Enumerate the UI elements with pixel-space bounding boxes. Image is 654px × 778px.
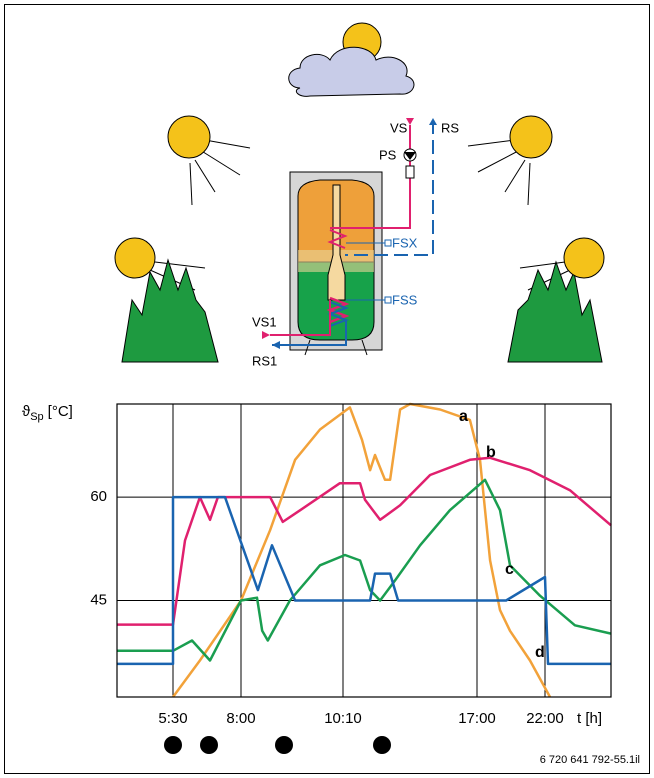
x-tick-label: 10:10 (324, 710, 362, 727)
x-tick-label: 8:00 (226, 710, 255, 727)
y-symbol: ϑ (22, 403, 31, 420)
x-axis-label: t [h] (577, 710, 602, 727)
storage-tank (289, 171, 383, 356)
x-tick-label: 17:00 (458, 710, 496, 727)
series-line (117, 478, 612, 662)
mountain-right (507, 237, 605, 363)
label-ps: PS (379, 147, 397, 162)
sun-left-top (167, 115, 251, 206)
series-label: b (486, 444, 496, 461)
event-dots (164, 736, 391, 754)
label-fsx: FSX (392, 235, 418, 250)
series-label: d (535, 644, 545, 661)
plot: 45 60 5:30 8:00 10:10 17:00 22:00 t [h] a b c d (90, 402, 612, 727)
plot-border (116, 403, 612, 698)
x-tick-label: 5:30 (158, 710, 187, 727)
series-line (117, 456, 612, 626)
series-line (117, 495, 611, 666)
pump (262, 118, 437, 349)
label-vs1: VS1 (252, 314, 277, 329)
y-unit: [°C] (48, 403, 73, 420)
y-subscript: Sp (30, 411, 43, 423)
label-rs: RS (441, 120, 459, 135)
figure-code: 6 720 641 792-55.1il (540, 754, 640, 766)
label-vs: VS (390, 120, 408, 135)
frame (4, 4, 650, 774)
y-axis-label: ϑSp [°C] (22, 403, 73, 423)
label-fss: FSS (392, 292, 418, 307)
series-label: a (459, 408, 468, 425)
x-tick-label: 22:00 (526, 710, 564, 727)
y-tick-label: 45 (90, 591, 107, 608)
label-rs1: RS1 (252, 353, 277, 368)
series-line (171, 402, 552, 698)
series-label: c (505, 561, 514, 578)
sun-right-top (467, 115, 553, 206)
y-tick-label: 60 (90, 488, 107, 505)
cloud (288, 22, 415, 97)
mountain-left (114, 237, 219, 363)
